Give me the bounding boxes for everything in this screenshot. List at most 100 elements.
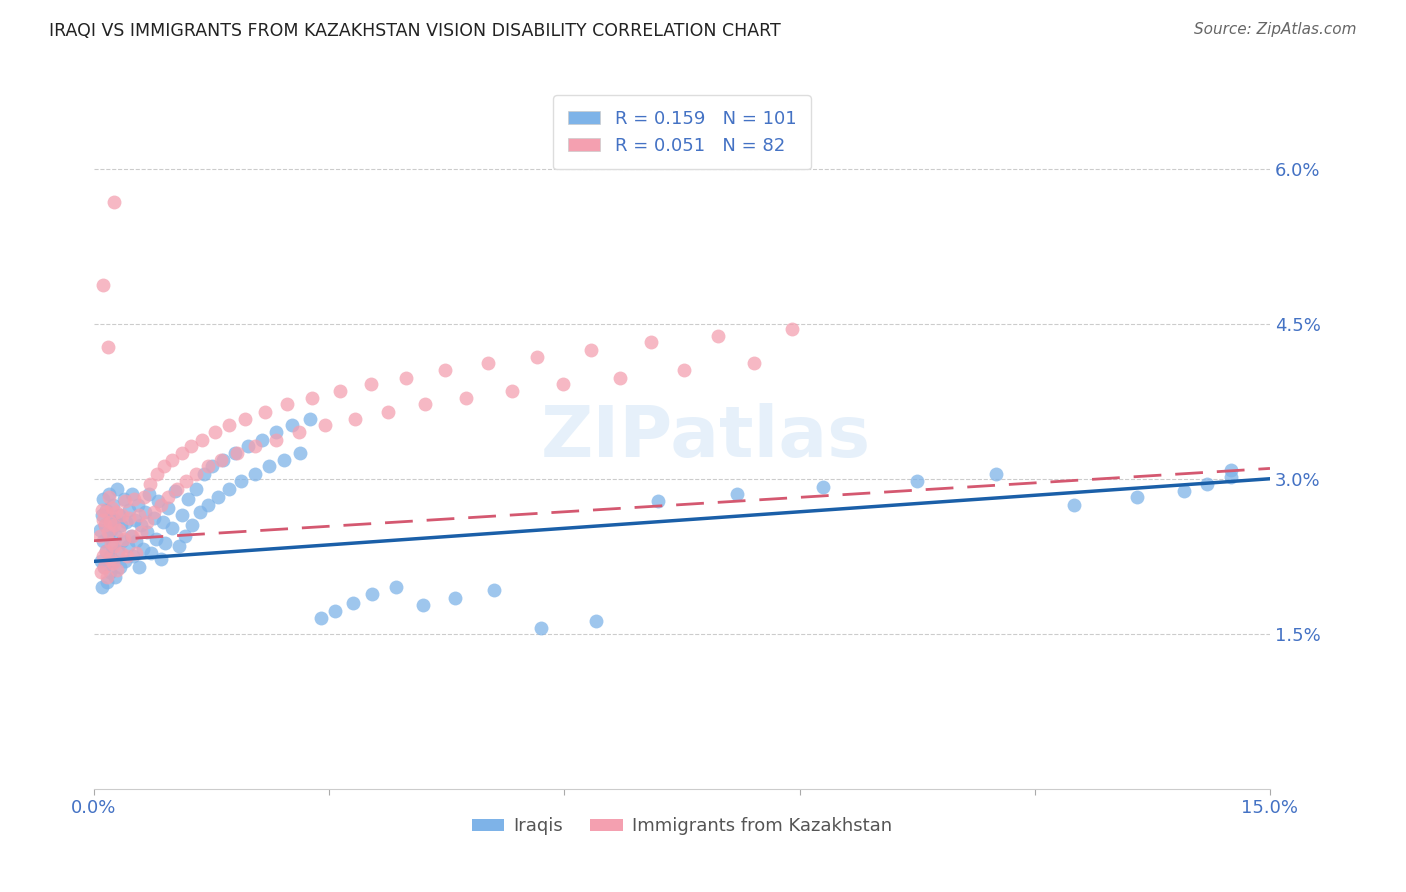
Point bbox=[209, 453, 232, 467]
Point bbox=[107, 482, 129, 496]
Point bbox=[530, 622, 553, 636]
Point bbox=[329, 384, 352, 398]
Point bbox=[360, 376, 382, 391]
Point bbox=[672, 363, 695, 377]
Point bbox=[112, 492, 135, 507]
Point bbox=[90, 508, 112, 522]
Point bbox=[91, 277, 114, 292]
Point bbox=[103, 539, 125, 553]
Point bbox=[742, 356, 765, 370]
Point bbox=[579, 343, 602, 357]
Point bbox=[115, 515, 138, 529]
Point bbox=[136, 515, 159, 529]
Point bbox=[101, 498, 124, 512]
Point bbox=[343, 412, 366, 426]
Point bbox=[145, 467, 167, 481]
Point bbox=[125, 533, 148, 548]
Point bbox=[128, 508, 150, 522]
Point bbox=[117, 539, 139, 553]
Point bbox=[98, 552, 121, 566]
Point bbox=[288, 425, 311, 440]
Point bbox=[110, 546, 132, 560]
Point bbox=[141, 546, 163, 560]
Point bbox=[1125, 491, 1147, 505]
Point bbox=[184, 482, 207, 496]
Point bbox=[101, 500, 124, 515]
Point bbox=[180, 439, 202, 453]
Point bbox=[90, 580, 112, 594]
Point bbox=[96, 574, 118, 589]
Point bbox=[264, 425, 287, 440]
Point bbox=[121, 487, 143, 501]
Point bbox=[165, 484, 187, 499]
Point bbox=[170, 508, 193, 522]
Point bbox=[250, 433, 273, 447]
Point bbox=[139, 477, 162, 491]
Point bbox=[103, 513, 125, 527]
Point bbox=[145, 532, 167, 546]
Point bbox=[224, 446, 246, 460]
Point bbox=[501, 384, 523, 398]
Point bbox=[218, 418, 240, 433]
Point bbox=[94, 518, 117, 533]
Point bbox=[115, 549, 138, 564]
Point bbox=[90, 502, 112, 516]
Point bbox=[434, 363, 457, 377]
Point bbox=[395, 370, 418, 384]
Point bbox=[94, 518, 117, 533]
Point bbox=[97, 487, 120, 501]
Point bbox=[276, 397, 298, 411]
Point bbox=[114, 494, 136, 508]
Point bbox=[107, 563, 129, 577]
Point bbox=[181, 518, 204, 533]
Point bbox=[104, 570, 127, 584]
Point bbox=[97, 340, 120, 354]
Point bbox=[166, 482, 188, 496]
Point bbox=[125, 546, 148, 560]
Point bbox=[231, 474, 253, 488]
Point bbox=[811, 480, 834, 494]
Point bbox=[112, 532, 135, 546]
Point bbox=[90, 565, 112, 579]
Point bbox=[89, 524, 111, 538]
Point bbox=[103, 194, 125, 209]
Legend: Iraqis, Immigrants from Kazakhstan: Iraqis, Immigrants from Kazakhstan bbox=[465, 810, 900, 843]
Point bbox=[1063, 498, 1085, 512]
Point bbox=[118, 511, 141, 525]
Point bbox=[243, 439, 266, 453]
Point bbox=[149, 552, 172, 566]
Point bbox=[142, 511, 165, 525]
Point bbox=[118, 502, 141, 516]
Point bbox=[377, 404, 399, 418]
Point bbox=[157, 491, 180, 505]
Point bbox=[905, 474, 928, 488]
Point bbox=[149, 498, 172, 512]
Point bbox=[101, 557, 124, 571]
Point bbox=[103, 554, 125, 568]
Point bbox=[91, 492, 114, 507]
Point bbox=[132, 491, 155, 505]
Point bbox=[127, 498, 149, 512]
Point bbox=[110, 518, 132, 533]
Point bbox=[108, 508, 131, 522]
Point bbox=[325, 604, 347, 618]
Point bbox=[155, 535, 177, 549]
Point bbox=[177, 492, 200, 507]
Point bbox=[188, 505, 211, 519]
Text: ZIPatlas: ZIPatlas bbox=[540, 403, 870, 472]
Point bbox=[121, 528, 143, 542]
Point bbox=[233, 412, 256, 426]
Point bbox=[136, 525, 159, 540]
Point bbox=[173, 528, 195, 542]
Point bbox=[108, 524, 131, 538]
Point bbox=[138, 487, 160, 501]
Point bbox=[153, 459, 176, 474]
Point bbox=[236, 439, 259, 453]
Point bbox=[361, 587, 384, 601]
Point bbox=[104, 505, 127, 519]
Point bbox=[280, 418, 302, 433]
Point bbox=[984, 467, 1007, 481]
Point bbox=[157, 500, 180, 515]
Point bbox=[243, 467, 266, 481]
Point bbox=[212, 453, 235, 467]
